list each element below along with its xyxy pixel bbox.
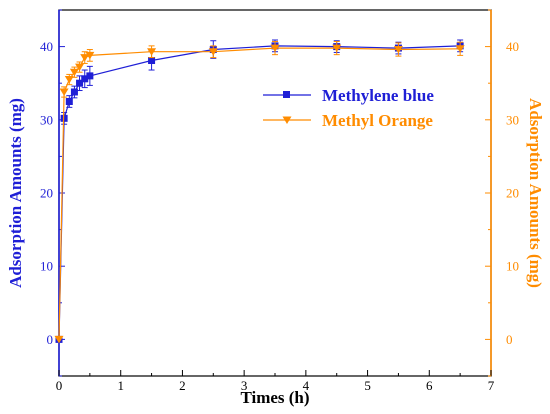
data-point-methyl-orange — [69, 68, 79, 77]
right-y-tick-label: 10 — [506, 259, 519, 274]
x-tick-label: 6 — [426, 378, 433, 393]
left-y-axis-title: Adsorption Amounts (mg) — [6, 98, 25, 288]
data-point-methyl-orange — [455, 45, 465, 53]
legend-label-methyl-orange: Methyl Orange — [322, 111, 433, 130]
right-y-tick-label: 40 — [506, 39, 519, 54]
left-y-tick-label: 20 — [40, 186, 53, 201]
data-point-methylene-blue — [148, 57, 156, 65]
data-point-methyl-orange — [85, 51, 95, 60]
x-tick-label: 3 — [241, 378, 248, 393]
data-point-methyl-orange — [64, 76, 74, 84]
x-axis-ticks: 0 1 2 3 4 5 6 7 — [56, 370, 495, 393]
data-point-methyl-orange — [332, 44, 342, 53]
data-point-methyl-orange — [208, 48, 218, 56]
legend-label-methylene-blue: Methylene blue — [322, 86, 434, 105]
data-point-methyl-orange — [147, 48, 157, 56]
series-methyl-orange — [54, 40, 465, 344]
x-tick-label: 5 — [364, 378, 371, 393]
legend-marker-methylene-blue — [283, 91, 290, 98]
data-point-methylene-blue — [70, 88, 78, 96]
right-y-tick-label: 0 — [506, 332, 513, 347]
data-point-methyl-orange — [393, 46, 403, 54]
x-tick-label: 4 — [303, 378, 310, 393]
x-tick-label: 1 — [117, 378, 124, 393]
x-axis-title: Times (h) — [240, 388, 309, 407]
right-y-axis-title: Adsorption Amounts (mg) — [526, 98, 545, 288]
x-tick-label: 0 — [56, 378, 63, 393]
left-y-tick-label: 40 — [40, 39, 53, 54]
data-point-methyl-orange — [59, 88, 69, 96]
x-tick-label: 2 — [179, 378, 186, 393]
x-tick-label: 7 — [488, 378, 495, 393]
left-y-tick-label: 0 — [47, 332, 54, 347]
data-point-methyl-orange — [80, 54, 90, 62]
data-point-methylene-blue — [81, 75, 89, 83]
left-y-tick-label: 10 — [40, 259, 53, 274]
legend: Methylene blue Methyl Orange — [263, 86, 434, 130]
plot-frame — [58, 9, 492, 377]
data-point-methyl-orange — [54, 335, 64, 344]
left-y-axis-ticks: 0 10 20 30 40 — [40, 9, 65, 377]
series-layer — [54, 39, 465, 344]
legend-marker-methyl-orange — [282, 116, 292, 124]
right-y-tick-label: 30 — [506, 112, 519, 127]
left-y-tick-label: 30 — [40, 112, 53, 127]
data-point-methylene-blue — [86, 72, 94, 80]
data-point-methylene-blue — [65, 98, 73, 105]
data-point-methylene-blue — [76, 79, 84, 87]
right-y-axis-ticks: 0 10 20 30 40 — [485, 9, 519, 377]
data-point-methyl-orange — [75, 63, 85, 72]
right-y-tick-label: 20 — [506, 186, 519, 201]
data-point-methyl-orange — [270, 44, 280, 53]
